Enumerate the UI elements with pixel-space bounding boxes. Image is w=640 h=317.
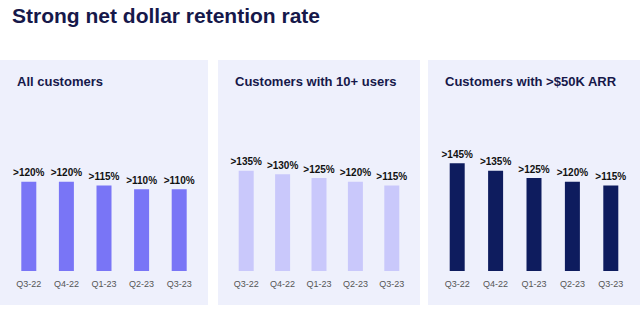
svg-text:Q2-23: Q2-23 — [129, 279, 154, 289]
svg-text:Q2-23: Q2-23 — [560, 279, 585, 289]
svg-text:>135%: >135% — [230, 156, 262, 167]
svg-text:>110%: >110% — [126, 175, 157, 186]
svg-text:Q3-22: Q3-22 — [445, 279, 470, 289]
svg-text:Q3-22: Q3-22 — [234, 279, 259, 289]
svg-text:>145%: >145% — [441, 149, 473, 160]
svg-text:>120%: >120% — [340, 167, 372, 178]
svg-text:All customers: All customers — [17, 74, 103, 89]
svg-text:Customers with >$50K ARR: Customers with >$50K ARR — [445, 74, 617, 89]
svg-text:>130%: >130% — [267, 160, 299, 171]
svg-text:>120%: >120% — [51, 167, 83, 178]
svg-text:>110%: >110% — [164, 175, 195, 186]
svg-text:Q1-23: Q1-23 — [521, 279, 546, 289]
svg-text:Q3-22: Q3-22 — [16, 279, 41, 289]
svg-text:Q4-22: Q4-22 — [483, 279, 508, 289]
svg-text:Q1-23: Q1-23 — [306, 279, 331, 289]
svg-text:Q3-23: Q3-23 — [379, 279, 404, 289]
svg-text:>115%: >115% — [89, 171, 120, 182]
svg-text:>120%: >120% — [13, 167, 45, 178]
svg-text:>125%: >125% — [518, 164, 550, 175]
svg-text:Q3-23: Q3-23 — [167, 279, 192, 289]
svg-text:>135%: >135% — [480, 156, 512, 167]
svg-text:Q1-23: Q1-23 — [91, 279, 116, 289]
svg-text:Customers with 10+ users: Customers with 10+ users — [235, 74, 396, 89]
svg-text:Q4-22: Q4-22 — [270, 279, 295, 289]
svg-text:>120%: >120% — [557, 167, 589, 178]
svg-text:Q2-23: Q2-23 — [343, 279, 368, 289]
svg-text:Q3-23: Q3-23 — [598, 279, 623, 289]
svg-text:>115%: >115% — [595, 171, 626, 182]
svg-text:Q4-22: Q4-22 — [54, 279, 79, 289]
svg-text:>115%: >115% — [376, 171, 407, 182]
html-text:Strong net dollar retention ra: Strong net dollar retention rate — [12, 4, 320, 27]
svg-text:>125%: >125% — [303, 164, 335, 175]
